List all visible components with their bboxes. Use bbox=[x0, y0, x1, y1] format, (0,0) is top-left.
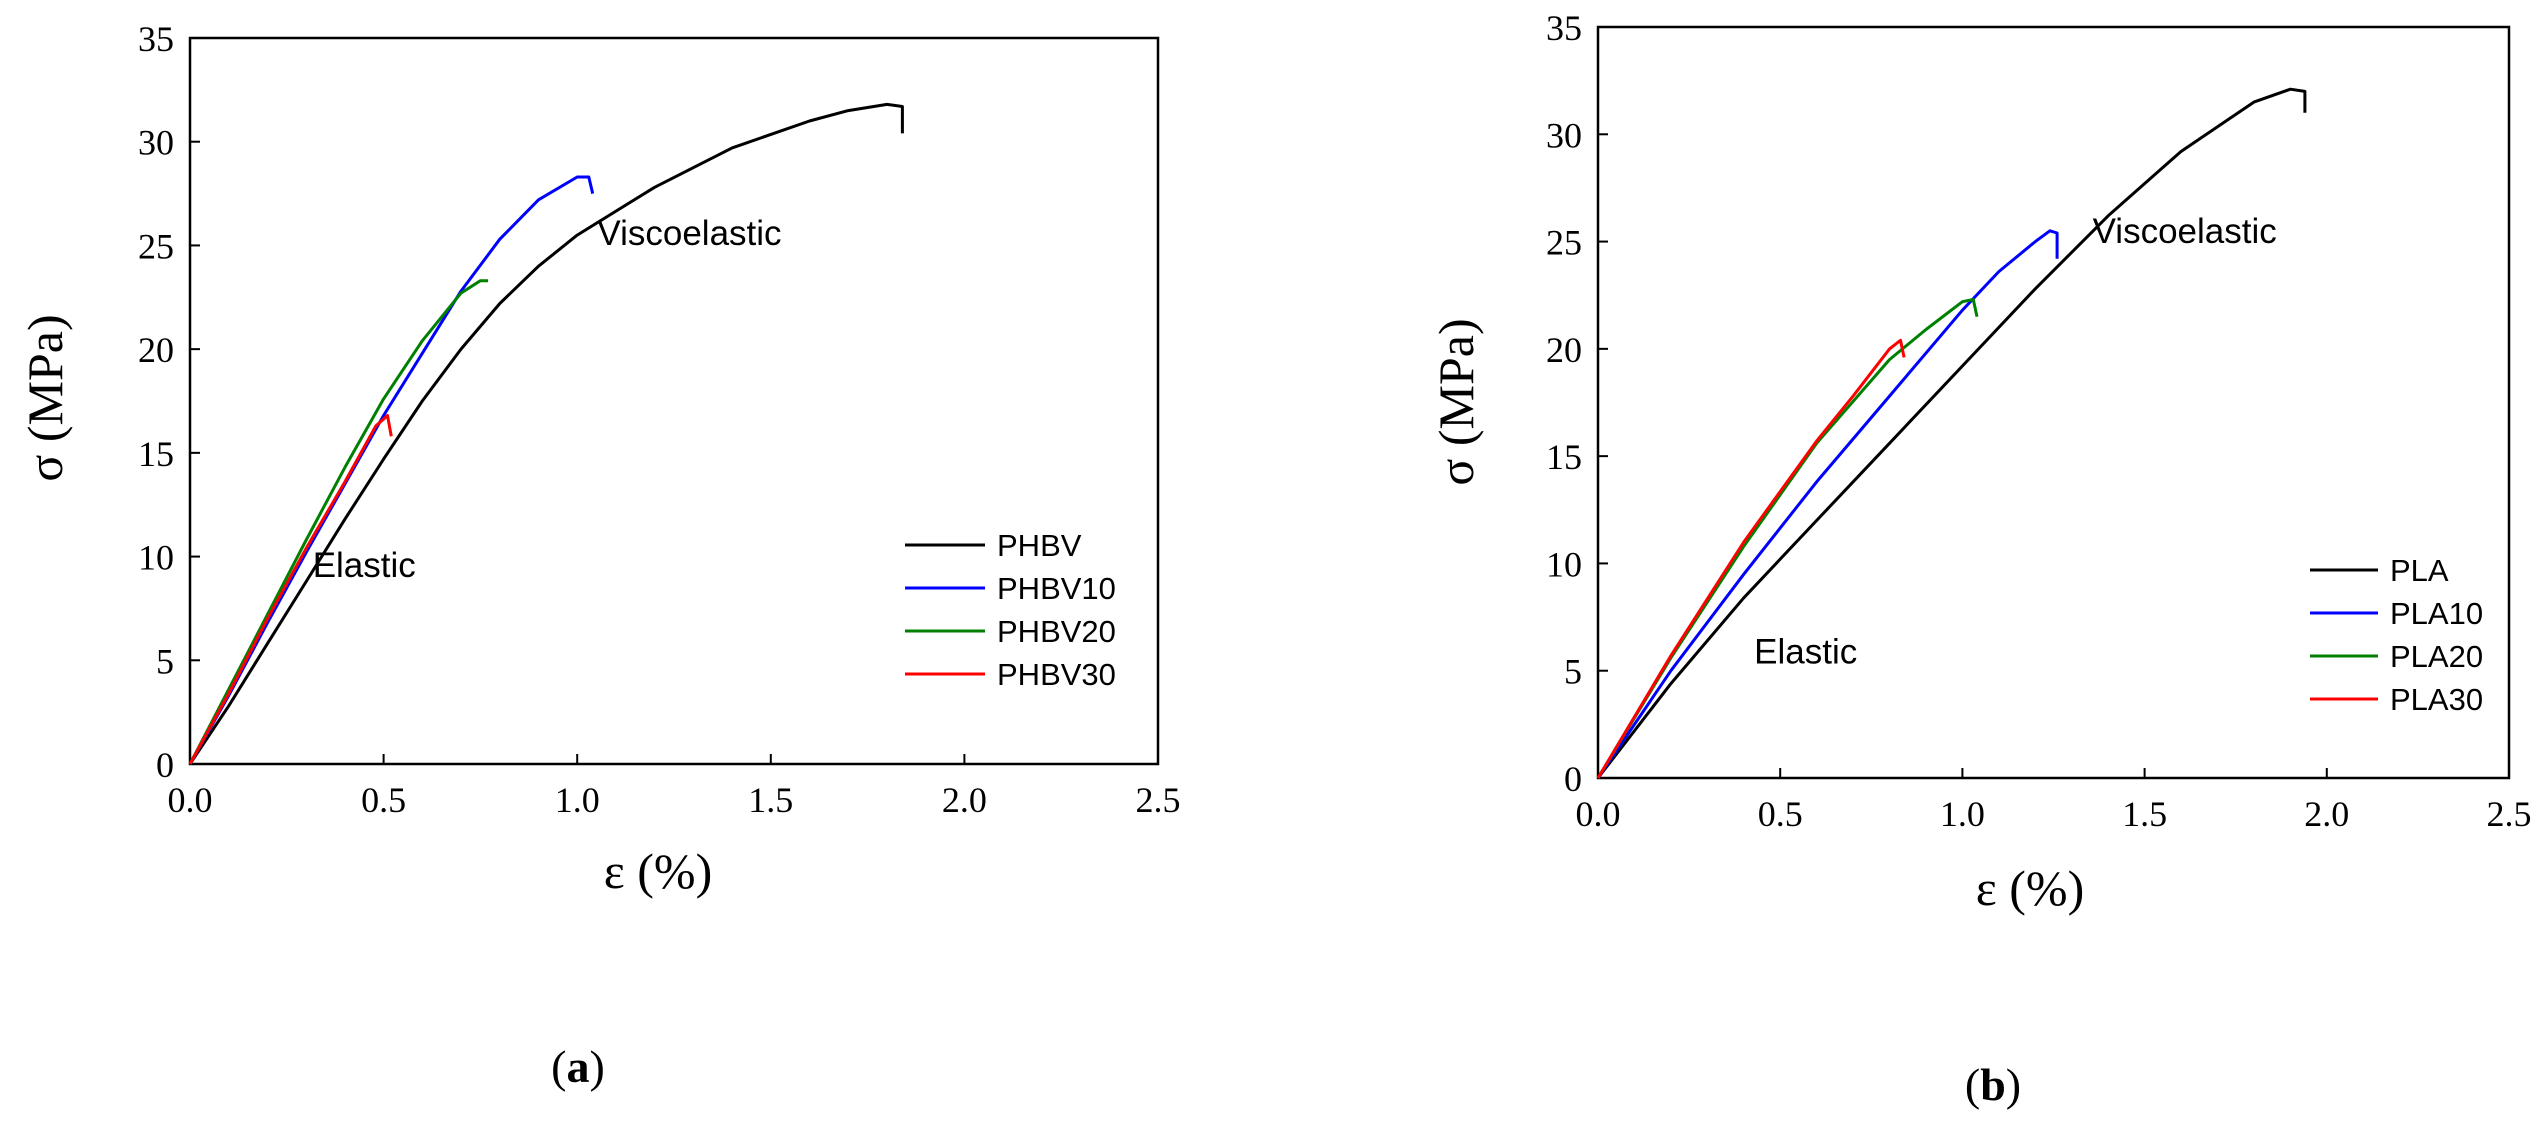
x-tick-label: 0.5 bbox=[361, 780, 406, 820]
x-tick-label: 2.0 bbox=[2304, 794, 2349, 834]
panel-label-b: (b) bbox=[1965, 1059, 2021, 1110]
x-tick-label: 1.0 bbox=[1940, 794, 1985, 834]
series-line-pla10 bbox=[1596, 229, 2059, 779]
x-tick-label: 2.5 bbox=[2487, 794, 2532, 834]
y-tick-label: 35 bbox=[1546, 8, 1582, 48]
series-line-pla30 bbox=[1596, 338, 1906, 779]
panel-letter-b: b bbox=[1980, 1059, 2006, 1110]
plot-frame-a bbox=[188, 36, 1160, 766]
x-tick-label: 0.0 bbox=[168, 780, 213, 820]
y-tick-label: 35 bbox=[138, 19, 174, 59]
x-axis-title-b: ε (%) bbox=[1976, 860, 2084, 916]
y-tick-label: 30 bbox=[138, 123, 174, 163]
y-axis-title-a: σ (MPa) bbox=[17, 314, 73, 481]
annotation-label: Viscoelastic bbox=[2093, 212, 2277, 251]
series-group-b bbox=[1596, 87, 2307, 779]
series-line-phbv30 bbox=[188, 414, 393, 765]
legend-b: PLA PLA10 PLA20 PLA30 bbox=[2310, 553, 2483, 717]
series-line-phbv20 bbox=[188, 279, 489, 765]
annotation-label: Elastic bbox=[1754, 632, 1857, 671]
series-group-a bbox=[188, 102, 904, 765]
series-line-phbv10 bbox=[188, 175, 595, 765]
y-tick-label: 10 bbox=[138, 538, 174, 578]
y-tick-label: 30 bbox=[1546, 115, 1582, 155]
y-tick-label: 15 bbox=[1546, 437, 1582, 477]
panel-letter-a: a bbox=[567, 1041, 590, 1092]
legend-label: PHBV20 bbox=[997, 614, 1116, 649]
y-tick-label: 20 bbox=[1546, 330, 1582, 370]
x-axis-title-a: ε (%) bbox=[604, 843, 712, 899]
annotation-label: Viscoelastic bbox=[597, 214, 781, 253]
panel-label-a: (a) bbox=[551, 1041, 605, 1092]
legend-label: PHBV10 bbox=[997, 571, 1116, 606]
y-tick-label: 5 bbox=[1564, 652, 1582, 692]
annotations-b: Viscoelastic Elastic bbox=[1754, 212, 2277, 672]
y-axis-title-b: σ (MPa) bbox=[1428, 318, 1484, 485]
legend-a: PHBV PHBV10 PHBV20 PHBV30 bbox=[905, 528, 1116, 692]
x-tick-label: 0.0 bbox=[1576, 794, 1621, 834]
y-axis-a: 0 5 10 15 20 25 30 35 bbox=[138, 19, 200, 785]
legend-label: PLA20 bbox=[2390, 639, 2483, 674]
legend-label: PHBV30 bbox=[997, 657, 1116, 692]
x-tick-label: 1.0 bbox=[555, 780, 600, 820]
legend-label: PLA30 bbox=[2390, 682, 2483, 717]
x-axis-a: 0.0 0.5 1.0 1.5 2.0 2.5 bbox=[168, 754, 1181, 820]
series-line-phbv bbox=[188, 102, 904, 765]
legend-label: PLA10 bbox=[2390, 596, 2483, 631]
x-axis-b: 0.0 0.5 1.0 1.5 2.0 2.5 bbox=[1576, 768, 2532, 834]
y-axis-b: 0 5 10 15 20 25 30 35 bbox=[1546, 8, 1608, 799]
x-tick-label: 1.5 bbox=[2122, 794, 2167, 834]
y-tick-label: 15 bbox=[138, 434, 174, 474]
annotation-label: Elastic bbox=[313, 546, 416, 585]
y-tick-label: 25 bbox=[1546, 223, 1582, 263]
y-tick-label: 0 bbox=[156, 745, 174, 785]
y-tick-label: 10 bbox=[1546, 544, 1582, 584]
legend-label: PLA bbox=[2390, 553, 2449, 588]
y-tick-label: 20 bbox=[138, 330, 174, 370]
x-tick-label: 0.5 bbox=[1758, 794, 1803, 834]
x-tick-label: 1.5 bbox=[748, 780, 793, 820]
y-tick-label: 0 bbox=[1564, 759, 1582, 799]
x-tick-label: 2.5 bbox=[1136, 780, 1181, 820]
plot-frame-b bbox=[1596, 25, 2511, 780]
legend-label: PHBV bbox=[997, 528, 1082, 563]
x-tick-label: 2.0 bbox=[942, 780, 987, 820]
series-line-pla bbox=[1596, 87, 2307, 779]
y-tick-label: 5 bbox=[156, 641, 174, 681]
annotations-a: Viscoelastic Elastic bbox=[313, 214, 782, 585]
series-line-pla20 bbox=[1596, 298, 1979, 779]
y-tick-label: 25 bbox=[138, 226, 174, 266]
